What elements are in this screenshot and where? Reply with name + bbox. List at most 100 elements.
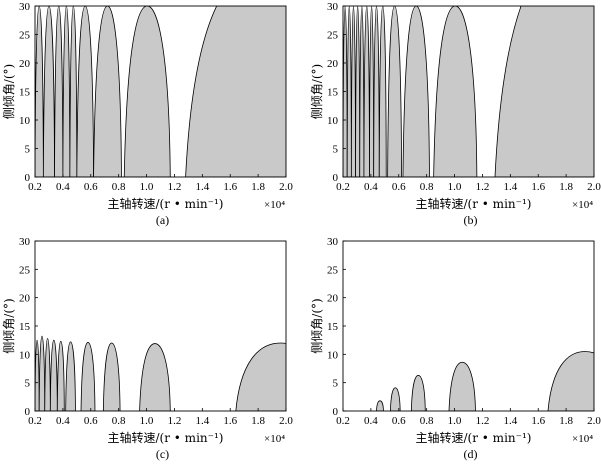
lobe-5 xyxy=(56,340,65,411)
y-tick-label: 5 xyxy=(333,378,339,390)
x-tick-label: 0.8 xyxy=(112,181,126,193)
lobe-7 xyxy=(93,6,122,177)
x-tick-label: 1.8 xyxy=(251,415,265,427)
lobe-9 xyxy=(185,6,286,177)
y-tick-label: 20 xyxy=(19,293,31,305)
lobe-2 xyxy=(42,6,55,177)
lobe-3 xyxy=(350,6,356,177)
x-tick-label: 0.4 xyxy=(364,415,378,427)
x-tick-label: 2.0 xyxy=(587,415,601,427)
y-tick-label: 0 xyxy=(25,406,31,418)
x-tick-label: 1.8 xyxy=(559,415,573,427)
x-tick-label: 0.4 xyxy=(56,415,70,427)
y-tick-label: 20 xyxy=(327,293,339,305)
x-tick-label: 1.0 xyxy=(448,181,462,193)
x-tick-label: 1.4 xyxy=(503,415,517,427)
x-tick-label: 1.4 xyxy=(195,181,209,193)
panel-label: (a) xyxy=(156,213,169,227)
lobe-7 xyxy=(369,6,375,177)
lobe-5 xyxy=(547,351,594,411)
lobe-8 xyxy=(102,342,121,411)
lobe-group xyxy=(343,6,594,177)
x-tick-label: 1.8 xyxy=(559,181,573,193)
y-axis-label: 侧倾角/(°) xyxy=(310,298,324,353)
y-tick-label: 10 xyxy=(327,349,339,361)
lobe-9 xyxy=(378,6,387,177)
y-tick-label: 0 xyxy=(333,406,339,418)
lobe-7 xyxy=(80,342,96,411)
chart-panel-a: 0.2 0.4 0.6 0.8 1.0 1.2 1.4 1.6 1.8 2.0 0 5 10 15 20 25… xyxy=(2,1,293,227)
lobe-5 xyxy=(69,6,78,177)
y-axis-label: 侧倾角/(°) xyxy=(2,64,16,119)
lobe-6 xyxy=(363,6,370,177)
x-tick-label: 0.2 xyxy=(336,415,350,427)
y-tick-label: 25 xyxy=(327,30,339,42)
lobe-2 xyxy=(346,6,352,177)
x-tick-label: 2.0 xyxy=(587,181,601,193)
lobe-10 xyxy=(387,6,402,177)
lobe-group xyxy=(376,351,594,411)
y-tick-label: 25 xyxy=(327,264,339,276)
x-tick-label: 0.8 xyxy=(420,415,434,427)
x-tick-label: 0.8 xyxy=(112,415,126,427)
x-multiplier: ×10⁴ xyxy=(264,199,285,211)
x-tick-label: 1.6 xyxy=(531,181,545,193)
x-multiplier: ×10⁴ xyxy=(264,433,285,445)
x-multiplier: ×10⁴ xyxy=(572,433,593,445)
x-tick-label: 1.2 xyxy=(168,181,182,193)
panel-label: (b) xyxy=(464,213,478,227)
y-tick-label: 10 xyxy=(19,349,31,361)
y-tick-label: 10 xyxy=(327,115,339,127)
x-tick-label: 1.2 xyxy=(476,415,490,427)
x-tick-label: 2.0 xyxy=(279,181,293,193)
lobe-11 xyxy=(402,6,430,177)
x-tick-label: 1.0 xyxy=(140,181,154,193)
x-axis-label: 主轴转速/(r • min⁻¹) xyxy=(416,196,532,211)
lobe-2 xyxy=(38,335,46,411)
lobe-10 xyxy=(235,342,286,411)
lobe-group xyxy=(35,6,286,177)
x-axis-label: 主轴转速/(r • min⁻¹) xyxy=(416,430,532,445)
y-tick-label: 15 xyxy=(19,321,31,333)
x-tick-label: 1.4 xyxy=(503,181,517,193)
y-tick-label: 30 xyxy=(19,236,31,248)
lobe-1 xyxy=(35,339,40,411)
lobe-4 xyxy=(448,361,476,411)
lobe-4 xyxy=(62,6,71,177)
lobe-13 xyxy=(494,6,594,177)
y-tick-label: 5 xyxy=(333,144,339,156)
y-tick-label: 30 xyxy=(327,236,339,248)
x-tick-label: 0.2 xyxy=(28,415,42,427)
y-tick-label: 20 xyxy=(327,58,339,70)
lobe-3 xyxy=(410,374,426,411)
lobe-12 xyxy=(433,6,478,177)
lobe-4 xyxy=(355,6,361,177)
y-tick-label: 5 xyxy=(25,144,31,156)
panel-label: (d) xyxy=(464,447,478,461)
lobe-1 xyxy=(376,400,384,411)
x-tick-label: 1.6 xyxy=(531,415,545,427)
x-tick-label: 0.8 xyxy=(420,181,434,193)
lobe-group xyxy=(35,335,286,411)
lobe-5 xyxy=(359,6,365,177)
x-tick-label: 1.0 xyxy=(448,415,462,427)
x-tick-label: 1.0 xyxy=(140,415,154,427)
lobe-8 xyxy=(373,6,380,177)
x-multiplier: ×10⁴ xyxy=(572,199,593,211)
x-axis-label: 主轴转速/(r • min⁻¹) xyxy=(108,430,224,445)
y-tick-label: 15 xyxy=(19,87,31,99)
lobe-6 xyxy=(76,6,94,177)
x-axis-label: 主轴转速/(r • min⁻¹) xyxy=(108,196,224,211)
y-tick-label: 30 xyxy=(19,1,31,13)
y-tick-label: 15 xyxy=(327,321,339,333)
x-tick-label: 1.2 xyxy=(168,415,182,427)
lobe-4 xyxy=(49,339,58,411)
chart-panel-c: 0.2 0.4 0.6 0.8 1.0 1.2 1.4 1.6 1.8 2.0 0 5 10 15 20 25… xyxy=(2,236,293,461)
y-axis-label: 侧倾角/(°) xyxy=(310,64,324,119)
y-axis-label: 侧倾角/(°) xyxy=(2,298,16,353)
x-tick-label: 1.8 xyxy=(251,181,265,193)
y-tick-label: 0 xyxy=(333,172,339,184)
lobe-8 xyxy=(123,6,171,177)
chart-panel-d: 0.2 0.4 0.6 0.8 1.0 1.2 1.4 1.6 1.8 2.0 0 5 10 15 20 25… xyxy=(310,236,601,461)
y-tick-label: 25 xyxy=(19,30,31,42)
